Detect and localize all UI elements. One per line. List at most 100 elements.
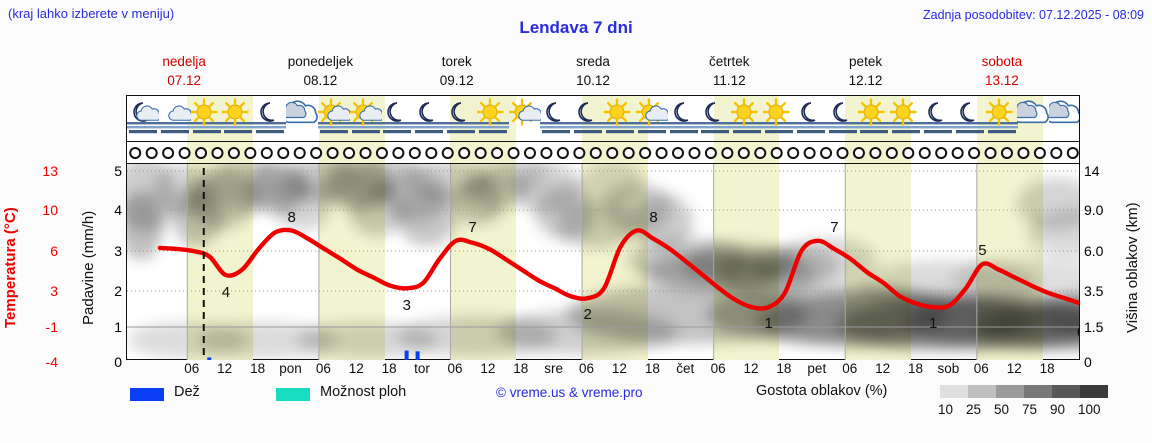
sun-fog-icon [190,96,223,141]
sun-fog-icon [890,96,923,141]
axis-tick: 3.5 [1084,283,1104,299]
x-tick-label: 06 [973,361,989,376]
cloud-density-swatch [996,385,1024,398]
precipitation-axis-title: Padavine (mm/h) [80,210,97,326]
cloud-density-tick: 90 [1050,402,1066,417]
cloud-density-swatch [940,385,968,398]
x-tick-label: 18 [1039,361,1055,376]
copyright-link[interactable]: © vreme.us & vreme.pro [496,385,643,400]
rain-swatch [130,388,164,401]
moon-fog-icon [826,96,859,141]
temperature-point-label: 8 [649,208,658,226]
cloud-density-swatch [1024,385,1052,398]
x-tick-label: pon [279,361,302,376]
cloud-density-tick: 25 [966,402,982,417]
chart-plot-area[interactable]: 48372817150404 [127,164,1079,360]
moon-fog-icon [953,96,986,141]
temperature-line [157,227,1079,311]
sun-fog-icon [222,96,255,141]
axis-tick: 4 [114,202,122,218]
sun-fog-icon [763,96,795,141]
x-axis-labels: 06 12 18 pon 06 12 18 tor 06 12 18 sre 06 12 18 čet 06 12… [0,361,1152,381]
x-tick-label: 12 [1006,361,1022,376]
day-header-1: nedelja 07.12 [116,52,252,90]
x-tick-label: sre [544,361,564,376]
temperature-point-label: 3 [402,297,411,314]
temperature-point-label: 4 [221,283,231,301]
axis-tick: 6.0 [1084,243,1104,259]
cloud-height-axis-title: Višina oblakov (km) [1124,202,1141,333]
axis-tick: 3 [114,243,122,259]
temperature-point-label: 7 [468,218,477,236]
temperature-axis-title: Temperatura (°C) [2,207,19,329]
temperature-point-label: 1 [928,315,938,332]
day-header-6: petek 12.12 [797,52,933,90]
cloud-density-label: Gostota oblakov (%) [756,383,888,399]
cloud-density-scale [940,385,1108,398]
x-tick-label: 06 [315,361,331,376]
temperature-point-label: 1 [764,315,773,332]
x-tick-label: 12 [743,361,759,376]
moon-fog-icon [572,96,605,141]
showers-legend-label: Možnost ploh [320,384,407,400]
day-header-7: sobota 13.12 [934,52,1070,90]
x-tick-label: 12 [348,361,364,376]
day-name: petek [849,54,883,69]
day-date: 07.12 [167,73,202,88]
x-tick-label: tor [414,361,430,376]
x-tick-label: čet [676,361,695,376]
x-tick-label: 18 [250,361,266,376]
temperature-point-label: 2 [583,306,592,323]
cloud-icon [1017,96,1050,141]
day-name: sreda [576,54,610,69]
day-header-5: četrtek 11.12 [661,52,797,90]
cloud-density-tick: 100 [1078,402,1101,417]
sun-fog-icon [731,96,764,141]
x-tick-label: 12 [875,361,891,376]
rain-legend-label: Dež [174,384,200,400]
cloud-density-swatch [1080,385,1108,398]
moon-fog-icon [794,96,827,141]
axis-tick: 1 [114,319,122,335]
x-tick-label: 06 [184,361,200,376]
moon-fog-icon [445,96,477,141]
x-tick-label: 12 [480,361,496,376]
day-name: nedelja [162,54,206,69]
axis-tick: 0 [114,354,122,370]
temperature-axis-ticks: 13 10 6 3 -1 -4 [28,0,58,443]
showers-swatch [276,388,310,401]
x-tick-label: 06 [579,361,595,376]
sun-cloud-fog-icon [635,96,668,141]
day-date: 10.12 [576,73,610,88]
axis-tick: 1.5 [1084,319,1104,335]
moon-fog-icon [667,96,700,141]
x-tick-label: 06 [842,361,858,376]
temperature-point-label: 8 [287,208,296,226]
x-tick-label: 12 [611,361,627,376]
cloud-fog-icon [158,96,191,141]
sun-cloud-fog-icon [317,96,350,141]
sun-cloud-fog-icon [349,96,382,141]
chart-canvas [127,164,1079,360]
moon-fog-icon [413,96,446,141]
axis-tick: -4 [45,354,58,370]
day-name: ponedeljek [287,54,354,69]
axis-tick: 9.0 [1084,202,1104,218]
moon-phase-band [127,142,1079,164]
cloud-density-swatch [968,385,996,398]
meteogram-plot[interactable]: 48372817150404 [126,95,1080,360]
axis-tick: 0 [1084,354,1092,370]
chart-svg [127,164,1079,360]
x-tick-label: sob [937,361,960,376]
x-tick-label: pet [807,361,827,376]
temperature-point-label: 0 [1077,324,1079,341]
day-name: torek [441,54,472,69]
day-date: 11.12 [712,73,746,88]
location-menu-note: (kraj lahko izberete v meniju) [8,6,175,21]
axis-tick: 10 [42,202,58,218]
x-tick-label: 18 [776,361,792,376]
day-date: 13.12 [984,73,1019,88]
moon-fog-icon [254,96,287,141]
cloud-density-tick: 50 [994,402,1010,417]
sun-fog-icon [858,96,891,141]
